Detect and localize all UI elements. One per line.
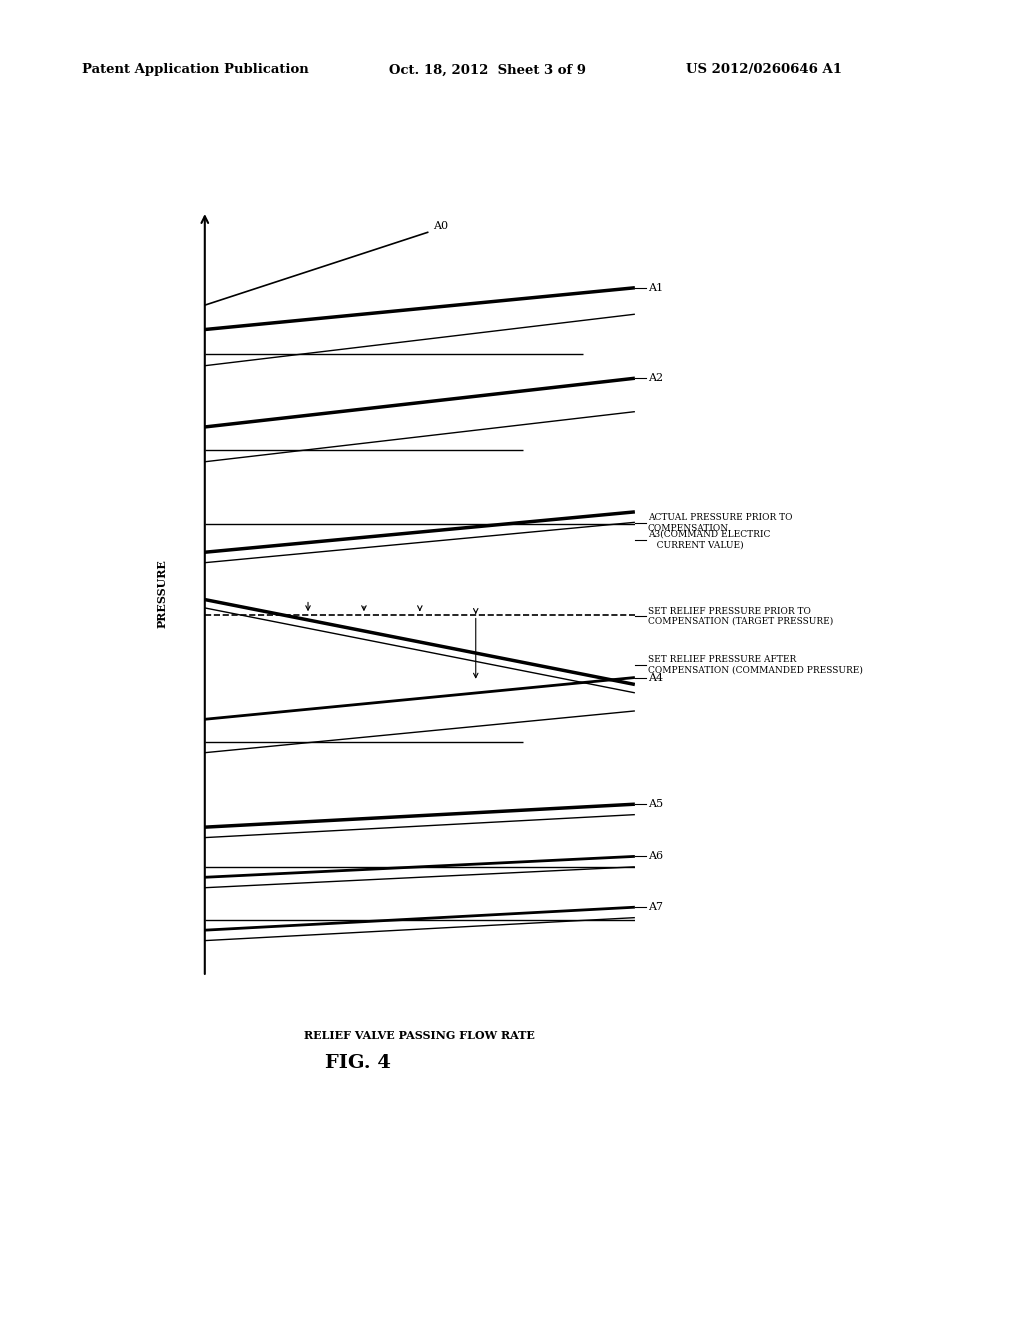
Text: A4: A4 [648,672,663,682]
Text: SET RELIEF PRESSURE PRIOR TO
COMPENSATION (TARGET PRESSURE): SET RELIEF PRESSURE PRIOR TO COMPENSATIO… [648,607,834,626]
Text: RELIEF VALVE PASSING FLOW RATE: RELIEF VALVE PASSING FLOW RATE [304,1031,536,1041]
Text: A6: A6 [648,851,663,862]
Text: A5: A5 [648,799,663,809]
Text: Oct. 18, 2012  Sheet 3 of 9: Oct. 18, 2012 Sheet 3 of 9 [389,63,586,77]
Text: FIG. 4: FIG. 4 [326,1053,391,1072]
Text: A7: A7 [648,902,663,912]
Text: Patent Application Publication: Patent Application Publication [82,63,308,77]
Text: PRESSURE: PRESSURE [157,560,167,628]
Text: A3(COMMAND ELECTRIC
   CURRENT VALUE): A3(COMMAND ELECTRIC CURRENT VALUE) [648,531,770,549]
Text: SET RELIEF PRESSURE AFTER
COMPENSATION (COMMANDED PRESSURE): SET RELIEF PRESSURE AFTER COMPENSATION (… [648,655,862,675]
Text: A2: A2 [648,374,663,383]
Text: A1: A1 [648,282,663,293]
Text: ACTUAL PRESSURE PRIOR TO
COMPENSATION: ACTUAL PRESSURE PRIOR TO COMPENSATION [648,513,793,533]
Text: US 2012/0260646 A1: US 2012/0260646 A1 [686,63,842,77]
Text: A0: A0 [433,220,447,231]
